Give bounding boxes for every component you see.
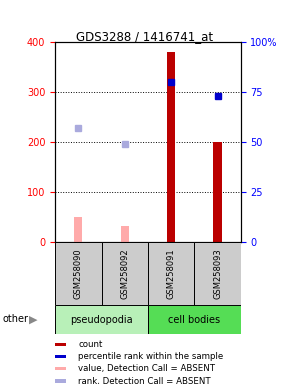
Bar — [167, 52, 175, 242]
Text: cell bodies: cell bodies — [168, 314, 220, 325]
Text: percentile rank within the sample: percentile rank within the sample — [78, 352, 224, 361]
FancyBboxPatch shape — [148, 305, 241, 334]
Text: rank, Detection Call = ABSENT: rank, Detection Call = ABSENT — [78, 377, 211, 384]
Text: GSM258092: GSM258092 — [120, 248, 129, 299]
Text: other: other — [3, 314, 29, 324]
FancyBboxPatch shape — [194, 242, 241, 305]
Bar — [213, 142, 222, 242]
Text: GSM258090: GSM258090 — [74, 248, 83, 299]
Bar — [121, 226, 129, 242]
Text: GSM258091: GSM258091 — [166, 248, 176, 299]
Text: pseudopodia: pseudopodia — [70, 314, 133, 325]
Text: GDS3288 / 1416741_at: GDS3288 / 1416741_at — [77, 30, 213, 43]
Text: count: count — [78, 340, 103, 349]
Bar — [55, 367, 66, 370]
Bar — [55, 343, 66, 346]
Bar — [55, 355, 66, 358]
Text: value, Detection Call = ABSENT: value, Detection Call = ABSENT — [78, 364, 215, 373]
Bar — [55, 379, 66, 383]
Text: GSM258093: GSM258093 — [213, 248, 222, 299]
FancyBboxPatch shape — [55, 242, 102, 305]
FancyBboxPatch shape — [148, 242, 194, 305]
FancyBboxPatch shape — [102, 242, 148, 305]
FancyBboxPatch shape — [55, 305, 148, 334]
Text: ▶: ▶ — [29, 314, 38, 324]
Bar — [74, 217, 82, 242]
